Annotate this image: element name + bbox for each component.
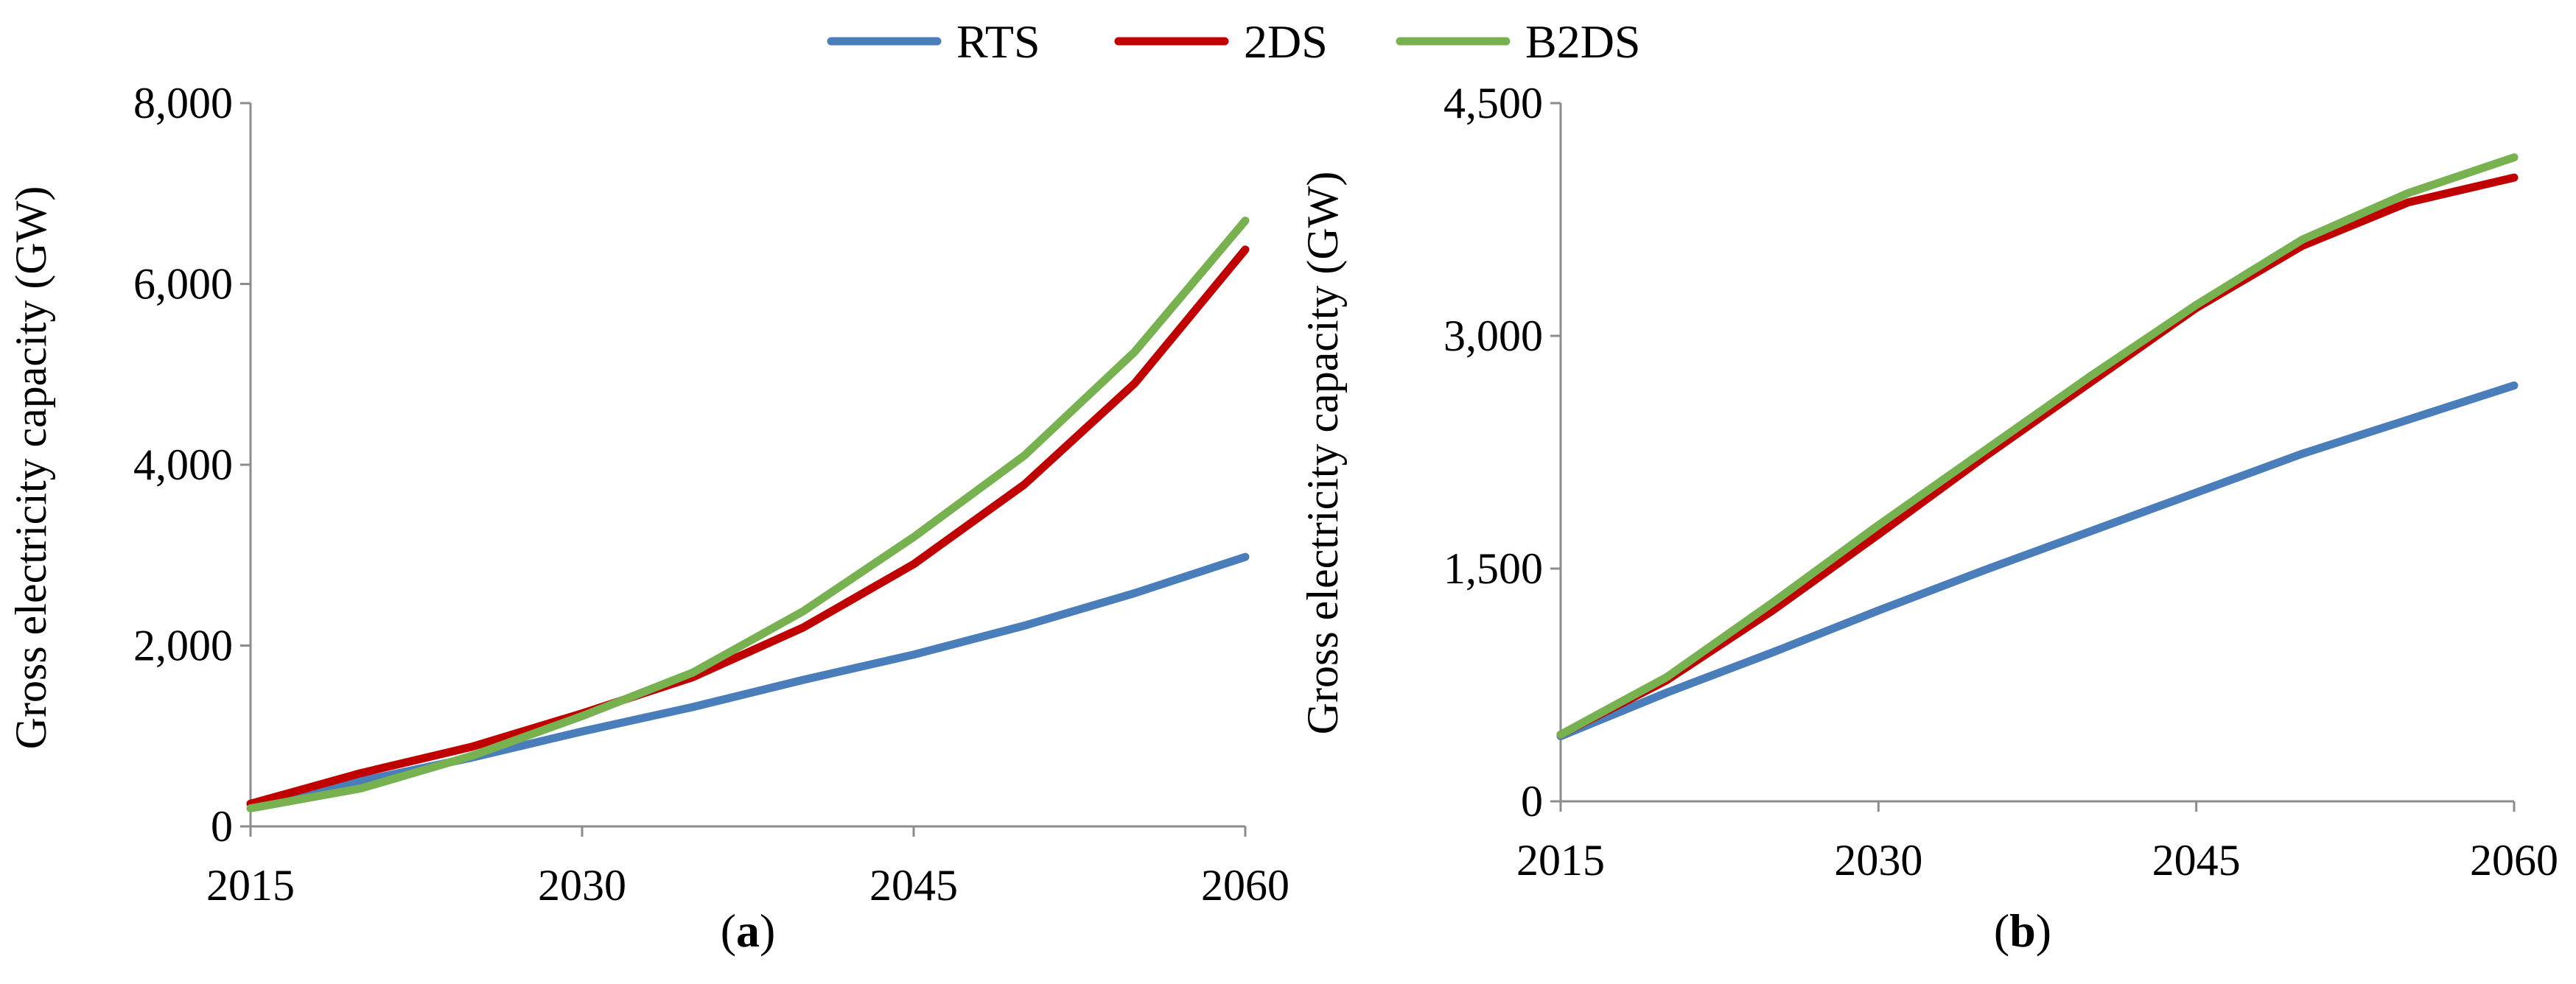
y-tick-label: 0 [1521,777,1543,826]
x-tick-label: 2030 [538,861,626,910]
panel-label: (b) [1994,904,2051,957]
y-axis-label: Gross electricity capacity (GW) [7,186,55,750]
legend-label-b2ds: B2DS [1525,15,1641,68]
x-tick-label: 2060 [1201,861,1289,910]
series-line-2ds [246,245,1250,808]
x-tick-label: 2045 [2152,836,2241,885]
y-tick-label: 1,500 [1443,544,1543,593]
x-tick-label: 2015 [1516,836,1605,885]
x-tick-label: 2015 [206,861,295,910]
panel-label-open: ( [1994,904,2009,957]
series-line-b2ds [1556,153,2519,739]
panel-label-letter: a [736,904,760,957]
panel-label-letter: b [2009,904,2036,957]
y-tick-label: 0 [211,802,233,851]
y-tick-label: 6,000 [133,260,233,309]
panel-label-close: ) [760,904,775,957]
legend-label-rts: RTS [956,15,1040,68]
y-axis-label: Gross electricity capacity (GW) [1298,172,1347,735]
y-tick-label: 8,000 [133,79,233,127]
series-line-2ds [1556,173,2519,739]
y-tick-label: 2,000 [133,622,233,670]
x-tick-label: 2030 [1834,836,1922,885]
chart-panel-a: 0 2,000 4,000 6,000 8,000 2015 2030 2045 2060 Gro… [7,79,1289,957]
y-tick-label: 3,000 [1443,312,1543,360]
legend: RTS 2DS B2DS [827,15,1641,68]
y-tick-label: 4,500 [1443,79,1543,127]
x-tick-label: 2045 [869,861,958,910]
series-line-b2ds [246,217,1250,812]
x-tick-label: 2060 [2470,836,2558,885]
chart-panel-b: 0 1,500 3,000 4,500 2015 2030 2045 2060 Gross el… [1298,79,2558,957]
panel-label: (a) [721,904,776,957]
legend-label-2ds: 2DS [1244,15,1328,68]
panel-label-close: ) [2036,904,2051,957]
y-tick-label: 4,000 [133,440,233,489]
panel-label-open: ( [721,904,736,957]
series-line-rts [1556,381,2519,740]
